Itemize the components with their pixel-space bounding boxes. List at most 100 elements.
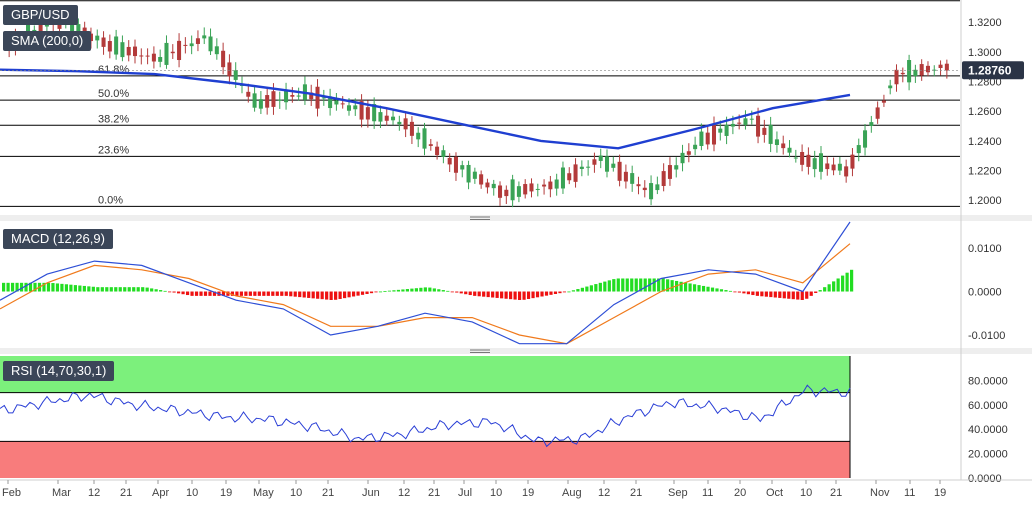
macd-histogram-bar xyxy=(266,291,270,296)
macd-histogram-bar xyxy=(535,291,540,298)
macd-histogram-bar xyxy=(405,289,410,292)
macd-histogram-bar xyxy=(378,291,383,293)
macd-histogram-bar xyxy=(504,291,508,299)
candle-body xyxy=(781,143,786,149)
candle-body xyxy=(353,105,358,110)
candle-body xyxy=(586,166,591,168)
candle-body xyxy=(258,99,263,109)
sma-badge: SMA (200,0) xyxy=(3,31,92,51)
macd-histogram-bar xyxy=(78,285,82,292)
macd-tick-2: -0.0100 xyxy=(968,330,1005,342)
macd-histogram-bar xyxy=(369,291,374,294)
macd-histogram-bar xyxy=(325,291,329,300)
macd-histogram-bar xyxy=(657,278,661,292)
macd-histogram-bar xyxy=(491,291,495,298)
x-tick-label: 12 xyxy=(88,487,100,499)
candle-body xyxy=(95,35,100,41)
candle-body xyxy=(378,112,383,122)
candle-body xyxy=(881,100,886,103)
candle-body xyxy=(724,124,729,136)
macd-histogram-bar xyxy=(396,289,401,292)
macd-histogram-bar xyxy=(764,291,768,297)
x-tick-label: 11 xyxy=(702,487,713,499)
x-tick-label: 21 xyxy=(120,487,132,499)
macd-histogram-bar xyxy=(114,287,118,292)
macd-histogram-bar xyxy=(544,291,549,296)
candle-body xyxy=(812,158,817,170)
x-tick-label: May xyxy=(253,487,274,499)
macd-histogram-bar xyxy=(320,291,324,300)
candle-body xyxy=(611,163,616,168)
macd-histogram-bar xyxy=(401,289,405,292)
macd-histogram-bar xyxy=(567,291,571,293)
macd-histogram-bar xyxy=(683,282,688,292)
macd-histogram-bar xyxy=(473,291,477,296)
candle-body xyxy=(177,40,182,61)
macd-panel xyxy=(0,222,960,348)
macd-histogram-bar xyxy=(769,291,773,298)
candle-body xyxy=(139,55,144,57)
candle-body xyxy=(875,107,880,119)
macd-histogram-bar xyxy=(827,284,831,292)
candle-body xyxy=(913,69,918,77)
macd-histogram-bar xyxy=(701,285,706,292)
macd-histogram-bar xyxy=(509,291,513,300)
macd-histogram-bar xyxy=(724,290,728,292)
candle-body xyxy=(598,155,603,161)
macd-histogram-bar xyxy=(805,291,809,299)
macd-histogram-bar xyxy=(571,290,576,292)
macd-histogram-bar xyxy=(123,287,127,292)
macd-histogram-bar xyxy=(392,290,396,292)
macd-histogram-bar xyxy=(342,291,347,299)
candle-body xyxy=(120,42,125,58)
macd-histogram-bar xyxy=(755,291,759,296)
candle-body xyxy=(693,144,698,150)
candle-body xyxy=(573,164,578,182)
macd-histogram-bar xyxy=(230,291,235,296)
candle-body xyxy=(642,187,647,191)
candle-body xyxy=(844,166,849,177)
macd-histogram-bar xyxy=(742,291,746,294)
macd-histogram-bar xyxy=(293,291,297,297)
candle-body xyxy=(233,70,238,80)
candle-body xyxy=(328,96,333,109)
macd-histogram-bar xyxy=(540,291,544,297)
fib-label-1: 50.0% xyxy=(98,88,129,100)
candle-body xyxy=(560,167,565,189)
candle-body xyxy=(617,161,622,181)
x-tick-label: 12 xyxy=(398,487,410,499)
macd-histogram-bar xyxy=(181,291,185,295)
x-tick-label: Oct xyxy=(766,487,783,499)
candle-body xyxy=(227,62,232,77)
macd-histogram-bar xyxy=(257,291,261,296)
candle-body xyxy=(101,37,106,47)
candle-body xyxy=(787,147,792,153)
candle-body xyxy=(888,85,893,89)
macd-histogram-bar xyxy=(477,291,481,297)
macd-histogram-bar xyxy=(19,282,24,292)
candle-body xyxy=(542,184,547,187)
macd-histogram-bar xyxy=(737,291,742,293)
x-tick-label: Feb xyxy=(2,487,21,499)
macd-histogram-bar xyxy=(495,291,499,298)
macd-histogram-bar xyxy=(289,291,293,297)
macd-histogram-bar xyxy=(60,283,64,292)
candle-body xyxy=(195,38,200,44)
macd-histogram-bar xyxy=(643,278,647,292)
candle-body xyxy=(869,122,874,126)
macd-histogram-bar xyxy=(468,291,472,296)
macd-histogram-bar xyxy=(150,288,154,292)
macd-histogram-bar xyxy=(347,291,351,298)
candle-body xyxy=(498,185,503,198)
macd-histogram-bar xyxy=(226,291,230,296)
price-tick-2: 1.2400 xyxy=(968,136,1002,148)
macd-histogram-bar xyxy=(746,291,751,295)
macd-histogram-bar xyxy=(823,287,827,292)
rsi-tick-2: 40.0000 xyxy=(968,424,1008,436)
x-tick-label: 10 xyxy=(290,487,302,499)
candle-body xyxy=(548,181,553,190)
macd-histogram-bar xyxy=(6,282,10,292)
x-tick-label: 21 xyxy=(322,487,334,499)
macd-histogram-bar xyxy=(28,282,33,292)
macd-histogram-bar xyxy=(437,289,441,292)
